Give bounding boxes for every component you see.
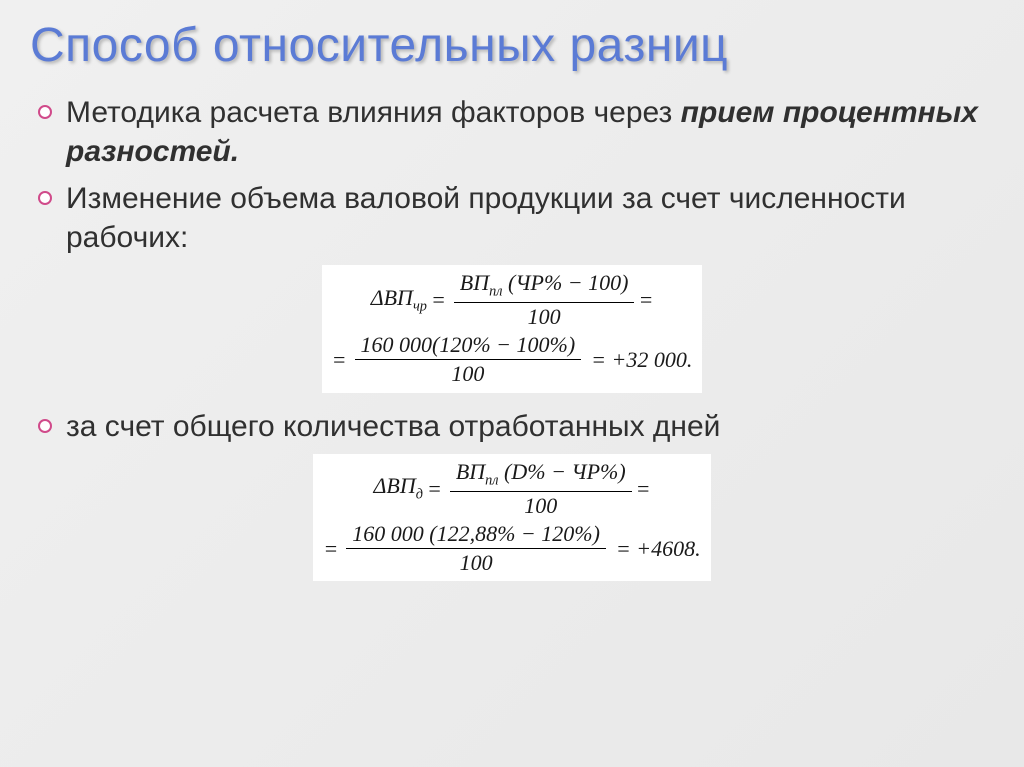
- f2-eq: =: [427, 477, 442, 501]
- f2-delta: ΔВП: [373, 473, 415, 498]
- f1-frac2: 160 000(120% − 100%) 100: [355, 333, 582, 386]
- bullet-icon: [38, 105, 52, 119]
- f2-sub: д: [416, 487, 423, 503]
- formula-1: ΔВПчр = ВПпл (ЧР% − 100) 100 = = 160 000…: [30, 265, 994, 393]
- f2-result: = +4608.: [616, 537, 701, 561]
- f2-num1sub: пл: [485, 472, 498, 488]
- f1-den2: 100: [355, 360, 582, 386]
- bullet-icon: [38, 419, 52, 433]
- f1-sub: чр: [413, 298, 427, 314]
- formula-2: ΔВПд = ВПпл (D% − ЧР%) 100 = = 160 000 (…: [30, 454, 994, 582]
- f2-frac1: ВПпл (D% − ЧР%) 100: [450, 460, 632, 518]
- f1-num1sub: пл: [489, 283, 502, 299]
- bullet-1: Методика расчета влияния факторов через …: [30, 93, 994, 171]
- f1-frac1: ВПпл (ЧР% − 100) 100: [454, 271, 635, 329]
- bullet-3: за счет общего количества отработанных д…: [30, 407, 994, 446]
- f1-eq2: =: [332, 348, 347, 372]
- f1-num1a: ВП: [460, 270, 489, 295]
- f1-delta: ΔВП: [371, 285, 413, 310]
- f2-eq-trail: =: [636, 477, 651, 501]
- f2-num2: 160 000 (122,88% − 120%): [346, 522, 606, 549]
- f2-frac2: 160 000 (122,88% − 120%) 100: [346, 522, 606, 575]
- f2-den2: 100: [346, 549, 606, 575]
- f1-result: = +32 000.: [591, 348, 692, 372]
- f1-eq-trail: =: [638, 288, 653, 312]
- f1-num2: 160 000(120% − 100%): [355, 333, 582, 360]
- bullet-2: Изменение объема валовой продукции за сч…: [30, 179, 994, 257]
- formula-2-content: ΔВПд = ВПпл (D% − ЧР%) 100 = = 160 000 (…: [313, 454, 710, 582]
- f2-num1a: ВП: [456, 459, 485, 484]
- slide-title: Способ относительных разниц: [30, 18, 994, 73]
- f2-eq2: =: [323, 537, 338, 561]
- formula-1-content: ΔВПчр = ВПпл (ЧР% − 100) 100 = = 160 000…: [322, 265, 703, 393]
- bullet-icon: [38, 191, 52, 205]
- f2-den1: 100: [450, 492, 632, 518]
- bullet-1-plain: Методика расчета влияния факторов через: [66, 96, 681, 129]
- f1-num1b: (ЧР% − 100): [503, 270, 629, 295]
- bullet-1-text: Методика расчета влияния факторов через …: [66, 93, 994, 171]
- f1-den1: 100: [454, 303, 635, 329]
- bullet-3-text: за счет общего количества отработанных д…: [66, 407, 720, 446]
- f1-eq: =: [431, 288, 446, 312]
- bullet-2-text: Изменение объема валовой продукции за сч…: [66, 179, 994, 257]
- f1-lhs: ΔВПчр: [371, 286, 427, 315]
- f2-lhs: ΔВПд: [373, 474, 422, 503]
- f2-num1b: (D% − ЧР%): [499, 459, 626, 484]
